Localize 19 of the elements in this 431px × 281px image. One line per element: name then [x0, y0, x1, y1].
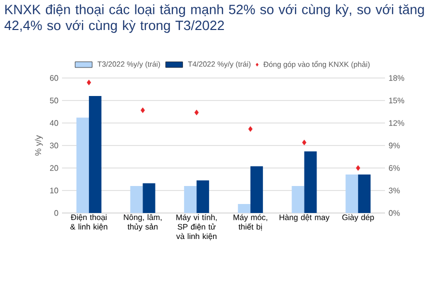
bar [196, 180, 210, 213]
bar [130, 186, 143, 213]
bar [304, 151, 317, 213]
bar [238, 204, 250, 213]
point [86, 80, 92, 86]
bar [292, 186, 304, 213]
bar [346, 174, 358, 213]
bar [142, 183, 156, 213]
chart-title: KNXK điện thoại các loại tăng mạnh 52% so với cùng kỳ, so với tăng 42,4% so với cùng kỳ trong T3/2022 [4, 4, 424, 33]
point [356, 165, 360, 171]
bar [250, 166, 263, 213]
bar [76, 118, 89, 213]
point [302, 140, 306, 146]
bar [88, 96, 102, 213]
y-axis-title: % y/y [34, 135, 43, 156]
bar [184, 186, 197, 213]
bar [358, 174, 371, 213]
point [248, 126, 253, 132]
point [194, 110, 199, 116]
